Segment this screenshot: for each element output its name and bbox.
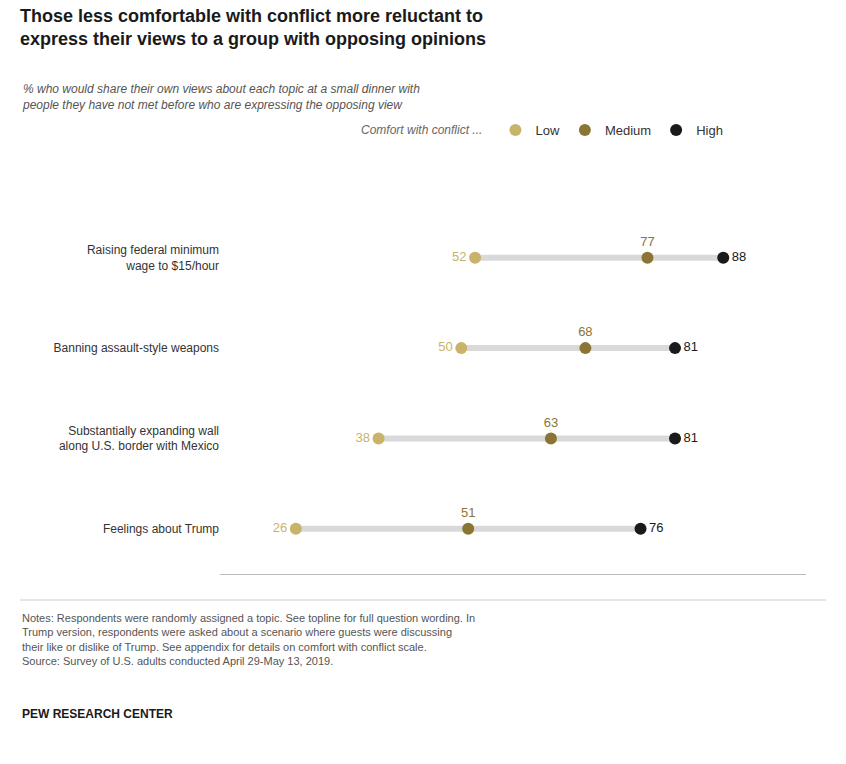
svg-text:51: 51: [461, 505, 475, 520]
svg-text:PEW RESEARCH CENTER: PEW RESEARCH CENTER: [22, 707, 173, 721]
svg-text:Those less comfortable with co: Those less comfortable with conflict mor…: [20, 6, 486, 49]
svg-text:68: 68: [578, 324, 592, 339]
svg-text:Low: Low: [535, 123, 559, 138]
svg-text:77: 77: [640, 234, 654, 249]
svg-text:26: 26: [273, 520, 287, 535]
svg-text:81: 81: [684, 430, 698, 445]
svg-text:88: 88: [732, 249, 746, 264]
svg-text:63: 63: [544, 415, 558, 430]
svg-text:Raising federal minimumwage to: Raising federal minimumwage to $15/hour: [87, 243, 219, 273]
svg-text:Comfort with conflict ...: Comfort with conflict ...: [361, 123, 482, 137]
svg-text:81: 81: [684, 339, 698, 354]
svg-text:52: 52: [452, 249, 466, 264]
svg-text:Substantially expanding wallal: Substantially expanding wallalong U.S. b…: [59, 424, 219, 454]
svg-text:76: 76: [649, 520, 663, 535]
svg-text:High: High: [696, 123, 723, 138]
svg-text:Notes: Respondents were random: Notes: Respondents were randomly assigne…: [22, 612, 475, 667]
svg-text:Banning assault-style weapons: Banning assault-style weapons: [54, 341, 219, 355]
svg-text:% who would share their own vi: % who would share their own views about …: [22, 82, 420, 112]
svg-text:38: 38: [356, 430, 370, 445]
svg-text:Medium: Medium: [605, 123, 651, 138]
svg-text:Feelings about Trump: Feelings about Trump: [103, 522, 219, 536]
svg-text:50: 50: [438, 339, 452, 354]
